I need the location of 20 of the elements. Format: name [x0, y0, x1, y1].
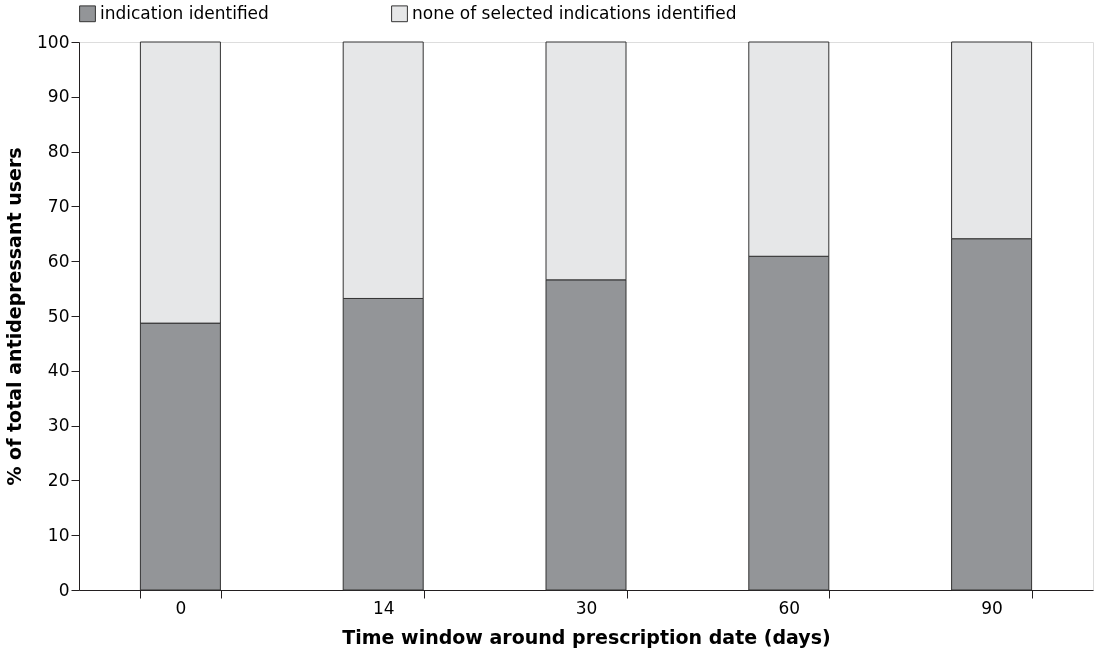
y-tick-label: 100	[37, 31, 70, 52]
x-tick-label: 14	[372, 597, 395, 618]
y-tick-label: 70	[47, 195, 70, 216]
y-tick-label: 0	[58, 579, 70, 600]
y-tick-label: 30	[47, 415, 70, 436]
x-tick-label: 60	[778, 597, 801, 618]
y-tick-label: 60	[47, 250, 70, 271]
y-axis-title: % of total antidepressant users	[3, 147, 26, 486]
legend-label: none of selected indications identified	[412, 2, 737, 23]
x-axis-title: Time window around prescription date (days)	[342, 625, 831, 648]
y-tick-label: 80	[47, 141, 70, 162]
x-tick-label: 30	[575, 597, 598, 618]
legend-label: indication identified	[100, 2, 269, 23]
y-tick-label: 50	[47, 305, 70, 326]
y-tick-label: 90	[47, 86, 70, 107]
x-tick-label: 90	[981, 597, 1003, 618]
y-tick-label: 10	[47, 524, 70, 545]
y-tick-label: 20	[47, 469, 70, 490]
y-tick-label: 40	[47, 360, 70, 381]
x-tick-label: 0	[175, 597, 187, 618]
